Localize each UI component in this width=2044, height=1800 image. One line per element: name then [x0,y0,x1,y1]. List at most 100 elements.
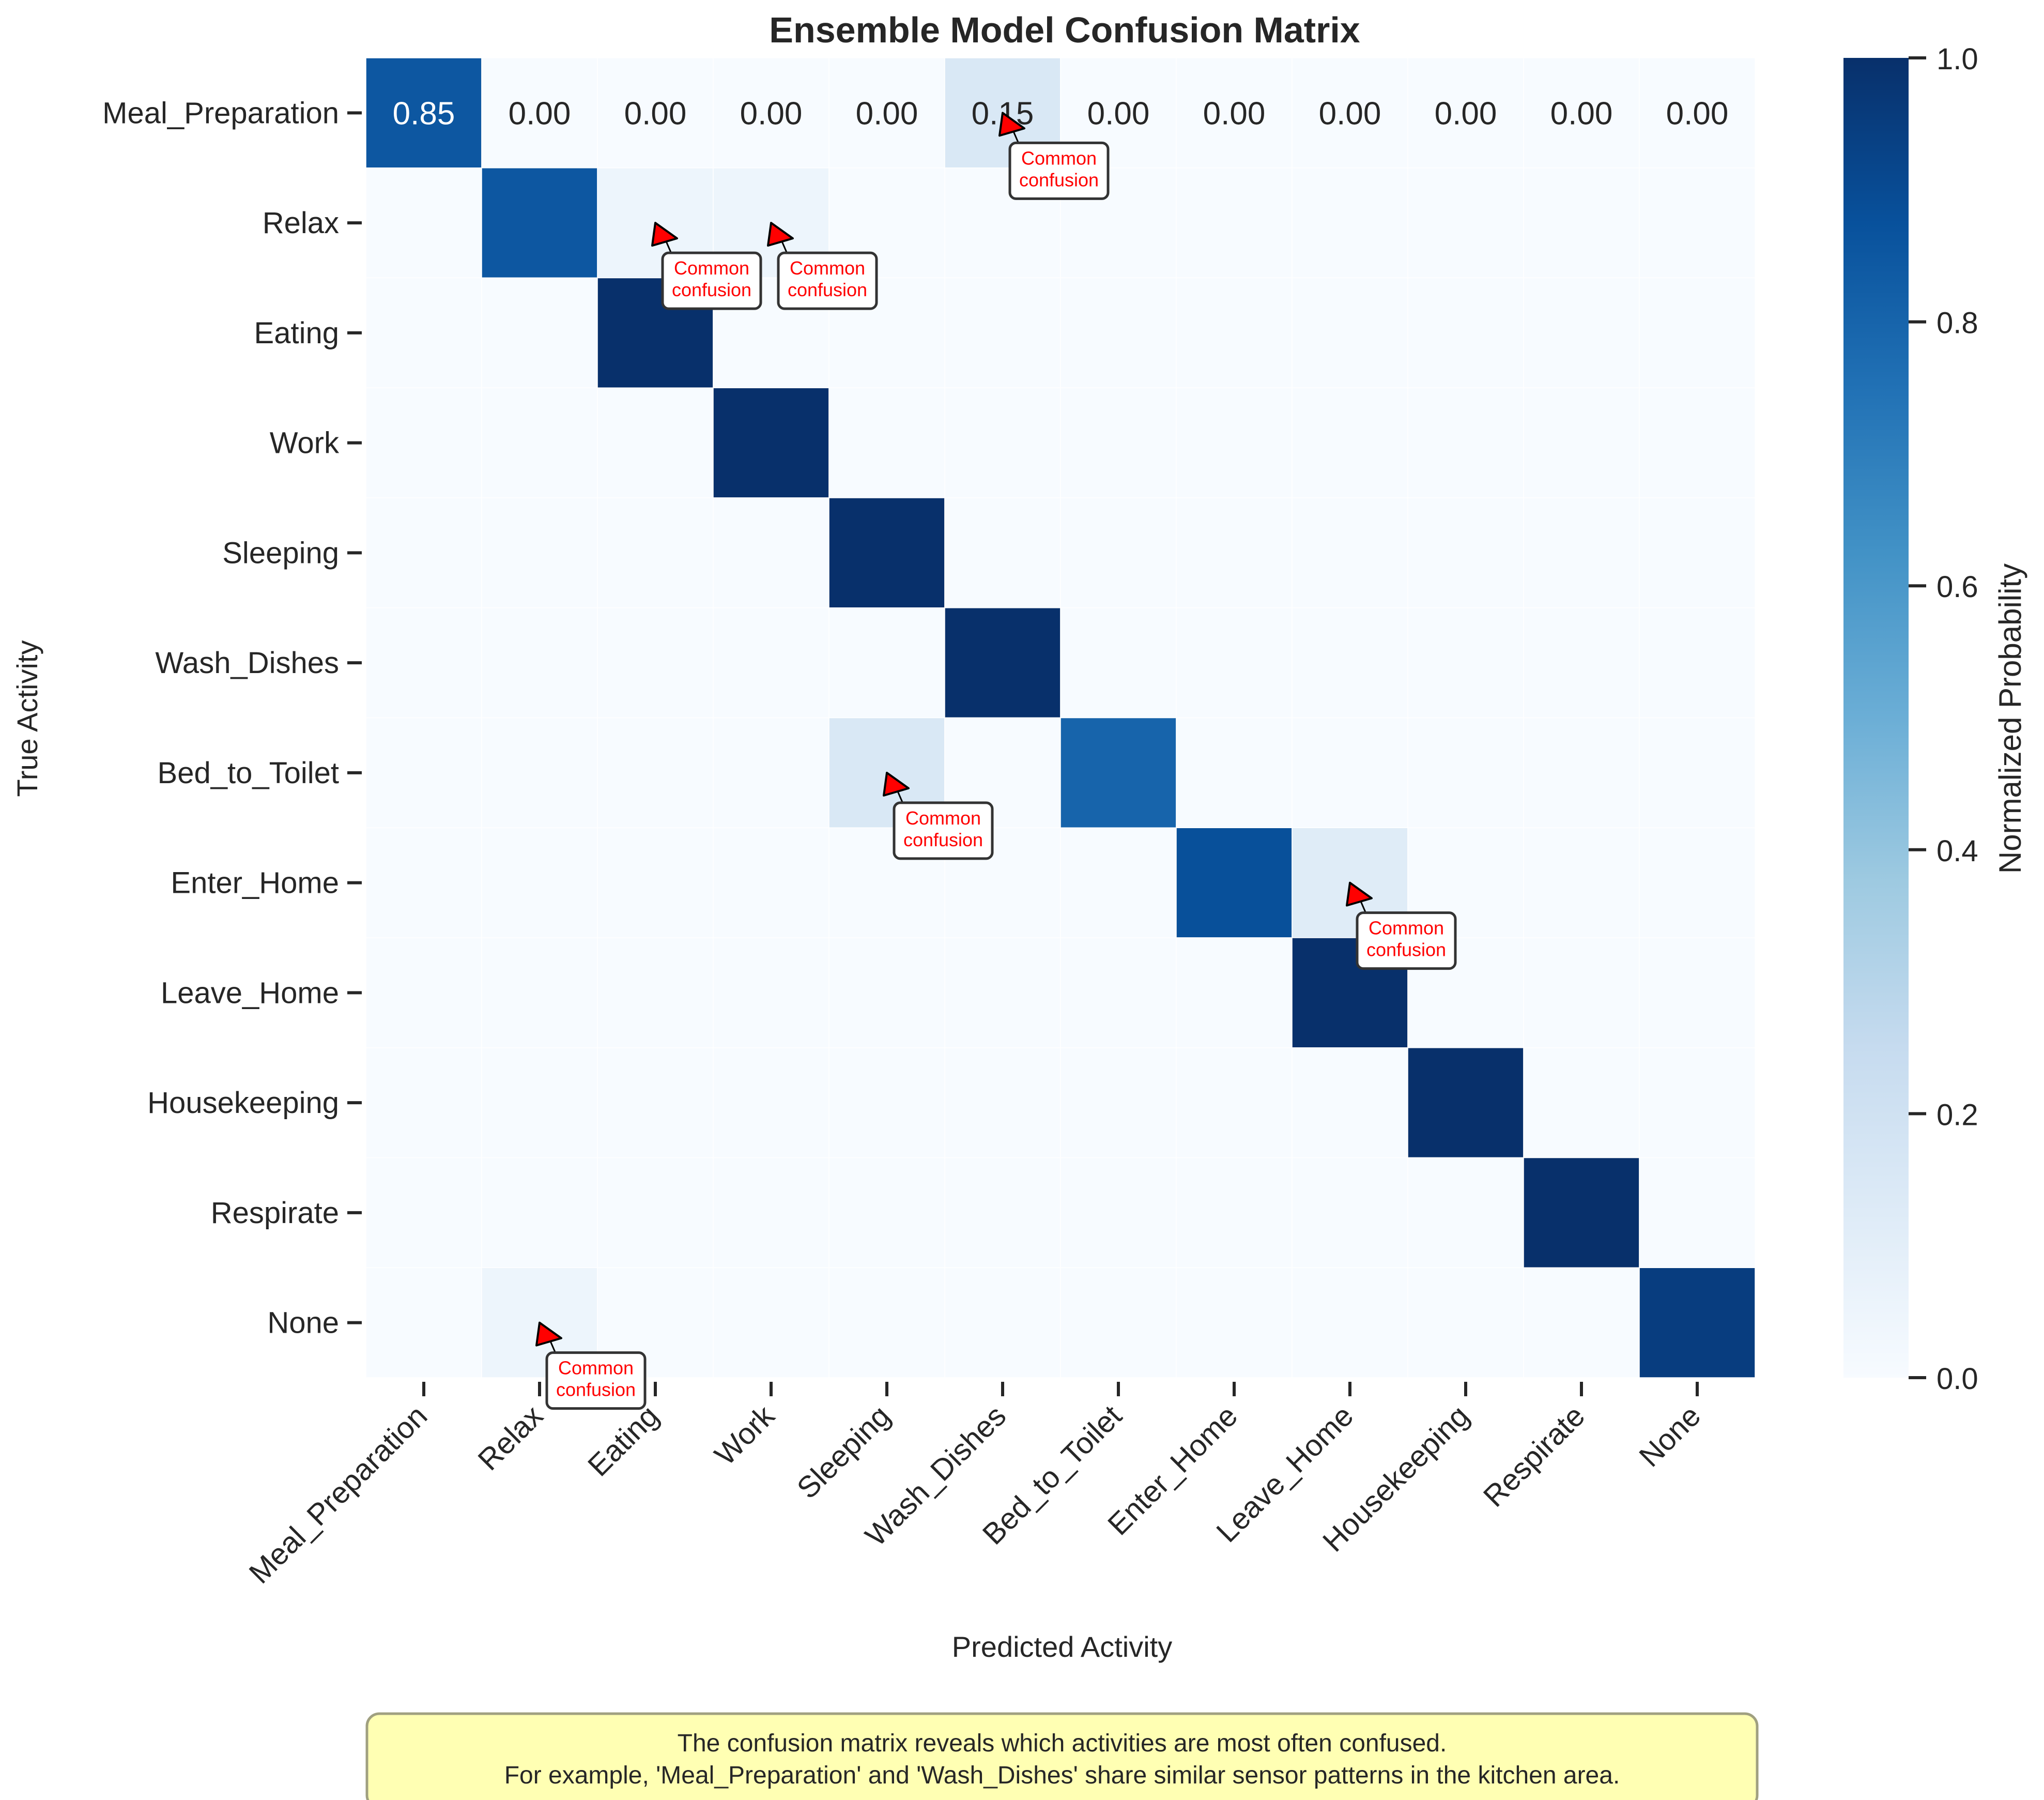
heatmap-cell [1523,717,1640,828]
x-tick-label: None [1633,1399,1707,1473]
colorbar-label: Normalized Probability [1993,563,2027,874]
heatmap-cell [713,1267,829,1378]
heatmap-cell [365,1047,482,1158]
heatmap-cell [944,1267,1061,1378]
heatmap-cell [1523,937,1640,1048]
heatmap-cell [1176,277,1293,388]
annotation-box [545,1351,647,1410]
heatmap-cell [1523,167,1640,279]
heatmap-cell [828,387,945,498]
heatmap-cell [365,717,482,828]
cell-value-label: 0.00 [624,96,687,131]
heatmap-cell [1176,717,1293,828]
cell-value-label: 0.00 [740,96,803,131]
footnote-box: The confusion matrix reveals which activ… [365,1712,1759,1800]
heatmap-cell [1639,497,1756,608]
x-tick-label: Sleeping [791,1399,897,1505]
annotation-arrow [767,222,794,247]
heatmap-cell [713,497,829,608]
heatmap-cell [1176,1047,1293,1158]
heatmap-cell [1407,607,1524,719]
heatmap-cell [597,387,714,498]
heatmap-cell [1407,1267,1524,1378]
heatmap-cell [365,277,482,388]
heatmap-cell [1176,1157,1293,1268]
heatmap-cell [1292,167,1408,279]
heatmap-cell [365,497,482,608]
y-tick-label: Wash_Dishes [155,646,339,680]
heatmap-cell [1407,1157,1524,1268]
y-tick-label: Eating [254,316,339,350]
heatmap-cell [481,497,598,608]
cell-value-label: 0.85 [393,96,455,131]
x-tick-label: Work [708,1399,781,1472]
annotation-arrow [883,771,910,797]
y-tick-label: Bed_to_Toilet [158,756,339,790]
heatmap-cell [828,1157,945,1268]
heatmap-cell [1060,1157,1177,1268]
heatmap-cells [365,57,1756,1378]
heatmap-cell [365,167,482,279]
heatmap-cell [1292,1157,1408,1268]
heatmap-cell [944,387,1061,498]
heatmap-cell [1176,57,1293,169]
colorbar-tick-label: 1.0 [1937,42,1978,76]
footnote-background [365,1712,1759,1800]
heatmap-cell [1292,497,1408,608]
heatmap-cell [1292,387,1408,498]
annotation-text: confusion [903,829,983,850]
heatmap-cell [481,1157,598,1268]
heatmap-cell [1060,497,1177,608]
annotation-box [1008,141,1110,200]
heatmap-cell [597,1047,714,1158]
heatmap-cell [713,717,829,828]
colorbar-gradient [1843,58,1909,1378]
heatmap-cell [828,937,945,1048]
y-axis-label: True Activity [11,640,43,797]
annotation-box [777,251,878,310]
heatmap-cell [828,607,945,719]
heatmap-cell [365,1157,482,1268]
heatmap-cell [365,1267,482,1378]
heatmap-cell [1523,827,1640,938]
annotation-text: confusion [1366,939,1446,960]
heatmap-cell [944,277,1061,388]
heatmap-cell [1060,717,1177,828]
heatmap-cell [828,57,945,169]
x-tick-label: Respirate [1477,1399,1591,1513]
heatmap-cell [481,167,598,279]
annotation-text: Common [905,807,981,829]
colorbar-tick-label: 0.4 [1937,834,1978,868]
heatmap-cell [1060,387,1177,498]
heatmap-cell [597,937,714,1048]
y-tick-label: Sleeping [222,536,339,570]
heatmap-cell [1292,1267,1408,1378]
heatmap-cell [481,937,598,1048]
heatmap-cell [1176,607,1293,719]
heatmap-cell [1407,387,1524,498]
heatmap-cell [944,937,1061,1048]
heatmap-cell [1639,607,1756,719]
heatmap-cell [1639,717,1756,828]
cell-value-label: 0.00 [1087,96,1150,131]
heatmap-cell [481,1047,598,1158]
heatmap-cell [1060,937,1177,1048]
heatmap-cell [1523,1047,1640,1158]
heatmap-cell [1292,607,1408,719]
heatmap-cell [365,387,482,498]
heatmap-cell [597,827,714,938]
y-tick-label: Relax [263,206,339,240]
heatmap-cell [1176,1267,1293,1378]
annotation-arrow [651,222,678,247]
heatmap-cell [1292,1047,1408,1158]
cell-value-label: 0.00 [1435,96,1497,131]
heatmap-cell [597,1157,714,1268]
heatmap-cell [1060,1267,1177,1378]
heatmap-cell [713,57,829,169]
colorbar-tick-label: 0.6 [1937,570,1978,604]
cell-value-label: 0.00 [1666,96,1729,131]
y-tick-label: Work [270,426,340,460]
annotation-text: Common [558,1357,634,1379]
heatmap-cell [1407,1047,1524,1158]
heatmap-cell [1639,1157,1756,1268]
